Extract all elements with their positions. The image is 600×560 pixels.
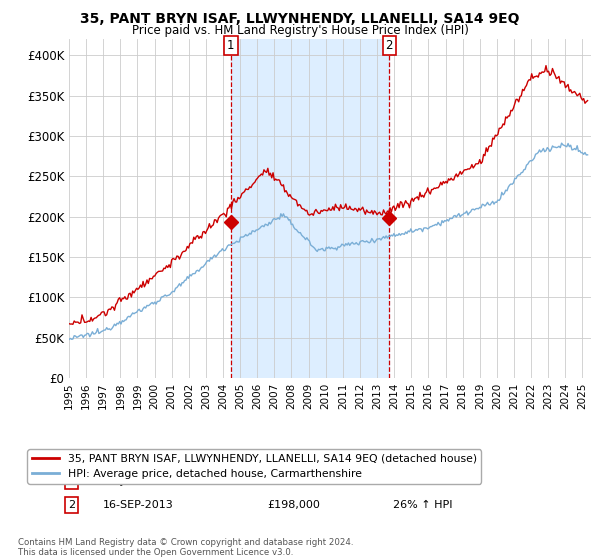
Legend: 35, PANT BRYN ISAF, LLWYNHENDY, LLANELLI, SA14 9EQ (detached house), HPI: Averag: 35, PANT BRYN ISAF, LLWYNHENDY, LLANELLI…	[28, 450, 481, 484]
Text: 26% ↑ HPI: 26% ↑ HPI	[392, 500, 452, 510]
Bar	[231, 39, 389, 378]
Text: Contains HM Land Registry data © Crown copyright and database right 2024.
This d: Contains HM Land Registry data © Crown c…	[18, 538, 353, 557]
Text: 2: 2	[385, 39, 393, 52]
Text: £193,000: £193,000	[268, 477, 320, 486]
Text: 1: 1	[68, 477, 75, 486]
Text: 2: 2	[68, 500, 75, 510]
Text: 16-SEP-2013: 16-SEP-2013	[103, 500, 173, 510]
Text: 35, PANT BRYN ISAF, LLWYNHENDY, LLANELLI, SA14 9EQ: 35, PANT BRYN ISAF, LLWYNHENDY, LLANELLI…	[80, 12, 520, 26]
Text: 1: 1	[227, 39, 235, 52]
Text: 35% ↑ HPI: 35% ↑ HPI	[392, 477, 452, 486]
Text: £198,000: £198,000	[268, 500, 320, 510]
Text: 18-JUN-2004: 18-JUN-2004	[103, 477, 173, 486]
Text: Price paid vs. HM Land Registry's House Price Index (HPI): Price paid vs. HM Land Registry's House …	[131, 24, 469, 37]
